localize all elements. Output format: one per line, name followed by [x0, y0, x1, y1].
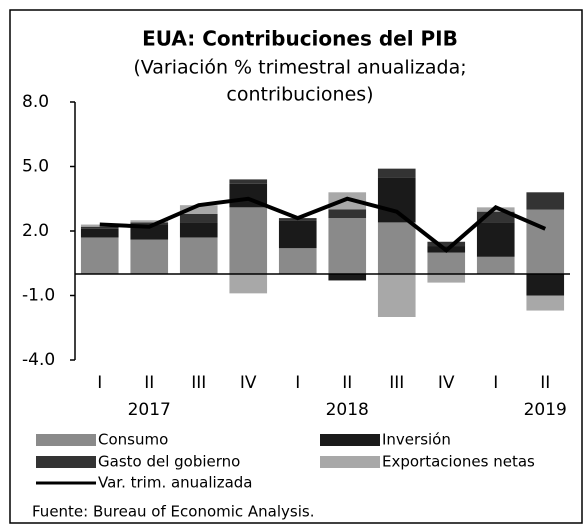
y-tick-label: 8.0: [22, 92, 49, 112]
line-series: [99, 196, 547, 253]
bar-segment: [80, 228, 119, 238]
bar-segment: [526, 295, 565, 311]
bar-segment: [427, 241, 466, 247]
legend-swatch: [320, 434, 380, 446]
bar-segment: [526, 274, 565, 296]
bar-segment: [179, 222, 218, 238]
x-tick-label: III: [389, 373, 404, 393]
legend-label: Var. trim. anualizada: [98, 474, 253, 492]
x-group-label: 2019: [524, 400, 567, 420]
bar-segment: [377, 177, 416, 223]
bar-segment: [476, 256, 515, 274]
x-tick-label: II: [540, 373, 550, 393]
legend-swatch: [36, 456, 96, 468]
bar-segment: [328, 218, 367, 274]
x-tick-label: IV: [438, 373, 455, 393]
bar-segment: [229, 274, 268, 294]
x-tick-label: I: [97, 373, 102, 393]
bar-segment: [427, 274, 466, 283]
bar-segment: [427, 252, 466, 274]
bar-segment: [377, 274, 416, 317]
frame: [9, 9, 583, 524]
bar-segment: [328, 192, 367, 210]
bar-segment: [130, 224, 169, 240]
source: Fuente: Bureau of Economic Analysis.: [32, 503, 315, 521]
bar-segment: [328, 209, 367, 219]
bar-segment: [476, 211, 515, 223]
bar-segment: [476, 222, 515, 257]
legend-swatch: [320, 456, 380, 468]
x-group-label: 2018: [326, 400, 369, 420]
bar-segment: [130, 239, 169, 274]
chart-subtitle: contribuciones): [226, 84, 373, 106]
bar-segment: [80, 226, 119, 229]
x-group-label: 2017: [128, 400, 171, 420]
legend-swatch: [36, 434, 96, 446]
bar-segment: [526, 209, 565, 274]
chart-subtitle: (Variación % trimestral anualizada;: [133, 57, 466, 79]
chart-title: EUA: Contribuciones del PIB: [142, 27, 458, 51]
bar-segment: [80, 237, 119, 274]
x-tick-label: II: [342, 373, 352, 393]
bar-segment: [377, 222, 416, 274]
bar-segment: [328, 274, 367, 281]
y-tick-label: -1.0: [22, 286, 55, 306]
bar-segment: [278, 220, 317, 249]
x-tick-label: III: [191, 373, 206, 393]
bar-segment: [526, 192, 565, 210]
bar-segment: [179, 237, 218, 274]
legend-label: Inversión: [382, 431, 451, 449]
bar-segment: [179, 205, 218, 214]
bar-segment: [130, 222, 169, 225]
bar-segment: [229, 179, 268, 184]
legend-label: Consumo: [98, 431, 168, 449]
x-tick-label: I: [295, 373, 300, 393]
x-tick-label: II: [144, 373, 154, 393]
x-tick-label: I: [493, 373, 498, 393]
bar-segment: [229, 207, 268, 274]
y-tick-label: -4.0: [22, 350, 55, 370]
legend-label: Exportaciones netas: [382, 453, 535, 471]
bar-segment: [130, 220, 169, 223]
bar-segment: [377, 168, 416, 178]
y-tick-label: 5.0: [22, 157, 49, 177]
bar-segment: [179, 213, 218, 223]
y-tick-label: 2.0: [22, 221, 49, 241]
x-tick-label: IV: [240, 373, 257, 393]
bar-segment: [278, 248, 317, 274]
legend-label: Gasto del gobierno: [98, 453, 240, 471]
